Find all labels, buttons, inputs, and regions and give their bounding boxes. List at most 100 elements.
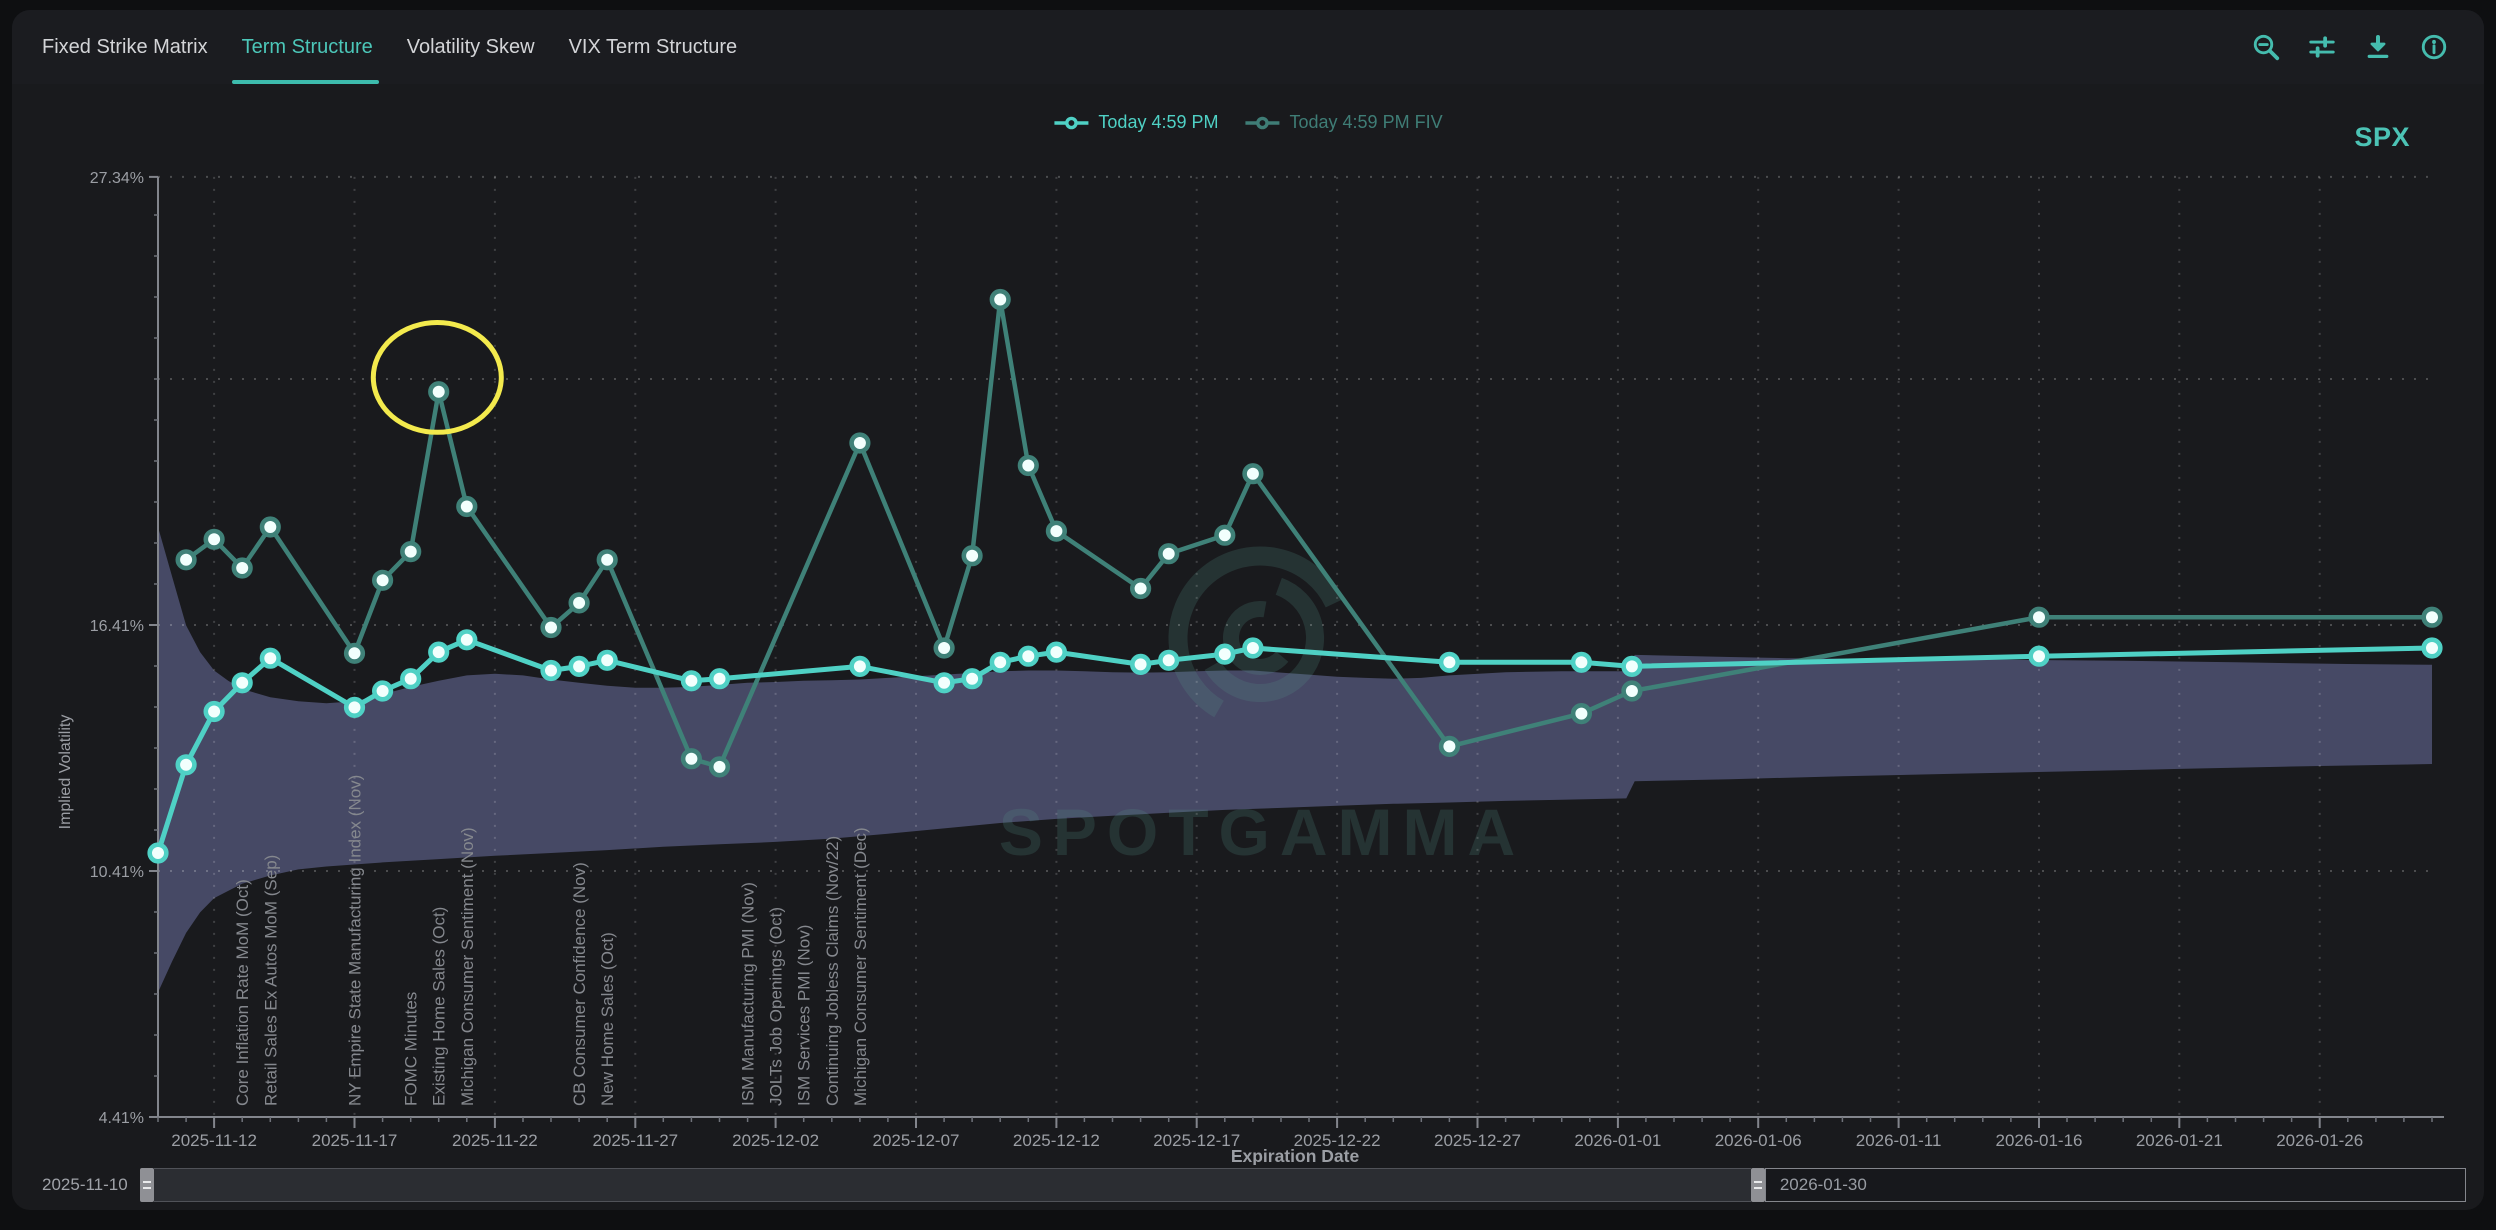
data-point[interactable] [372,680,394,702]
data-point[interactable] [1570,702,1592,725]
data-point[interactable] [1438,735,1460,758]
data-point[interactable] [933,637,955,659]
data-point[interactable] [989,288,1011,311]
term-structure-chart[interactable]: SPOTGAMMA Core Inflation Rate MoM (Oct) R… [12,94,2496,1166]
event-label: CB Consumer Confidence (Nov) [570,862,589,1106]
slider-selected-range[interactable] [153,1168,1751,1202]
data-point[interactable] [1045,520,1067,542]
data-point[interactable] [203,700,225,723]
tab-fixed-strike-matrix[interactable]: Fixed Strike Matrix [42,35,208,58]
data-point[interactable] [1158,649,1180,671]
data-point[interactable] [343,696,366,719]
x-tick-label: 2025-12-12 [1013,1131,1100,1150]
data-point[interactable] [708,756,731,778]
data-point[interactable] [428,641,450,663]
data-point[interactable] [849,432,871,454]
data-point[interactable] [1129,577,1152,600]
data-point[interactable] [680,748,703,770]
data-point[interactable] [1242,637,1264,659]
zoom-out-icon[interactable] [2250,31,2282,63]
data-point[interactable] [933,672,955,694]
data-point[interactable] [147,842,169,864]
toolbar [2250,31,2484,63]
svg-text:SPOTGAMMA: SPOTGAMMA [999,795,1525,869]
tab-bar: Fixed Strike Matrix Term Structure Volat… [12,10,2484,84]
data-point[interactable] [1017,454,1039,477]
data-point[interactable] [1158,543,1180,565]
y-tick-label: 10.41% [90,864,144,881]
data-point[interactable] [456,495,478,518]
data-point[interactable] [680,670,703,692]
data-point[interactable] [1570,651,1592,673]
x-tick-label: 2026-01-01 [1574,1131,1661,1150]
data-point[interactable] [2421,637,2443,659]
data-point[interactable] [1214,524,1236,546]
data-point[interactable] [596,549,618,571]
data-point[interactable] [2028,645,2050,667]
data-point[interactable] [428,381,450,403]
data-point[interactable] [203,528,225,550]
event-label: Michigan Consumer Sentiment (Dec) [851,827,870,1106]
data-point[interactable] [1045,641,1067,663]
data-point[interactable] [231,557,253,579]
data-point[interactable] [540,659,562,682]
y-tick-label: 16.41% [90,618,144,635]
fiv-band [158,527,2432,993]
tab-vix-term-structure[interactable]: VIX Term Structure [568,35,738,58]
data-point[interactable] [231,672,253,694]
y-axis-title: Implied Volatility [57,715,74,830]
data-point[interactable] [540,616,562,639]
data-point[interactable] [961,668,983,690]
slider-left-handle[interactable] [139,1168,154,1202]
series-line [155,637,2435,856]
data-point[interactable] [708,668,731,690]
x-tick-label: 2025-11-12 [171,1131,257,1150]
data-point[interactable] [343,642,366,664]
data-point[interactable] [568,592,590,614]
data-point[interactable] [372,569,394,591]
data-point[interactable] [175,549,197,571]
data-point[interactable] [568,655,590,678]
download-icon[interactable] [2362,31,2394,63]
data-point[interactable] [175,754,197,776]
data-point[interactable] [2028,606,2050,628]
legend-marker-icon [1245,116,1280,129]
data-point[interactable] [849,655,871,678]
data-point[interactable] [1621,655,1643,678]
data-point[interactable] [259,516,281,538]
data-point[interactable] [596,649,618,671]
slider-rest-range[interactable]: 2026-01-30 [1764,1168,2466,1202]
x-tick-label: 2025-11-17 [312,1131,398,1150]
slider-right-handle[interactable] [1750,1168,1765,1202]
date-range-slider: 2025-11-10 2026-01-30 [42,1167,2466,1203]
data-point[interactable] [1438,651,1460,673]
event-label: Core Inflation Rate MoM (Oct) [233,879,252,1106]
info-icon[interactable] [2418,31,2450,63]
data-point[interactable] [1129,653,1152,676]
x-tick-label: 2026-01-16 [1996,1131,2083,1150]
event-label: NY Empire State Manufacturing Index (Nov… [346,775,365,1106]
data-point[interactable] [400,540,422,563]
legend-item-today[interactable]: Today 4:59 PM [1053,112,1219,133]
data-point[interactable] [1017,645,1039,667]
data-point[interactable] [400,668,422,690]
x-tick-label: 2025-11-22 [452,1131,538,1150]
event-label: Michigan Consumer Sentiment (Nov) [458,827,477,1106]
data-point[interactable] [1621,680,1643,702]
tab-term-structure[interactable]: Term Structure [231,10,379,84]
slider-track[interactable]: 2026-01-30 [139,1168,2466,1202]
event-label: New Home Sales (Oct) [598,932,617,1106]
data-point[interactable] [989,651,1011,673]
data-point[interactable] [1214,643,1236,665]
legend-item-today-fiv[interactable]: Today 4:59 PM FIV [1245,112,1443,133]
data-point[interactable] [961,545,983,567]
tune-icon[interactable] [2306,31,2338,63]
x-tick-label: 2025-12-27 [1434,1131,1521,1150]
data-point[interactable] [2421,606,2443,628]
data-point[interactable] [456,629,478,651]
slider-end-label: 2026-01-30 [1779,1175,1867,1194]
data-point[interactable] [1242,463,1264,485]
tab-volatility-skew[interactable]: Volatility Skew [406,35,535,58]
data-point[interactable] [259,647,281,669]
slider-start-label: 2025-11-10 [42,1175,128,1194]
